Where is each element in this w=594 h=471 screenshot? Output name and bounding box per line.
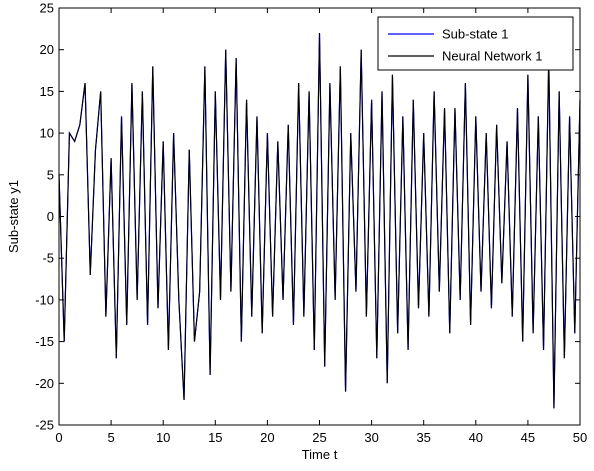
y-tick-label: -20 [35, 376, 54, 391]
x-tick-label: 0 [55, 430, 62, 445]
x-tick-label: 10 [156, 430, 170, 445]
x-tick-label: 25 [312, 430, 326, 445]
x-tick-label: 35 [416, 430, 430, 445]
y-tick-label: 25 [40, 1, 54, 16]
legend-label-2: Neural Network 1 [442, 49, 542, 64]
legend: Sub-state 1 Neural Network 1 [377, 16, 574, 71]
x-tick-label: 50 [573, 430, 587, 445]
x-tick-label: 20 [260, 430, 274, 445]
y-tick-label: 10 [40, 126, 54, 141]
y-tick-label: -10 [35, 292, 54, 307]
x-axis-label: Time t [302, 447, 338, 462]
y-tick-label: -25 [35, 418, 54, 433]
y-tick-label: 5 [47, 167, 54, 182]
y-tick-label: -5 [42, 251, 54, 266]
legend-box [377, 16, 574, 71]
axis-ticks: 0 5 10 15 20 25 30 35 40 45 50 -25 -20 -15 -10 -5 0 5 10 15… [35, 1, 587, 446]
series-line-2 [58, 33, 581, 409]
x-tick-label: 40 [469, 430, 483, 445]
x-tick-label: 15 [208, 430, 222, 445]
x-tick-label: 30 [364, 430, 378, 445]
y-axis-label: Sub-state y1 [6, 180, 21, 253]
y-tick-label: 0 [47, 209, 54, 224]
y-tick-label: 20 [40, 42, 54, 57]
legend-label-1: Sub-state 1 [442, 27, 509, 42]
y-tick-label: 15 [40, 84, 54, 99]
x-tick-label: 5 [107, 430, 114, 445]
y-tick-label: -15 [35, 334, 54, 349]
series-layer [58, 33, 581, 409]
x-tick-label: 45 [521, 430, 535, 445]
